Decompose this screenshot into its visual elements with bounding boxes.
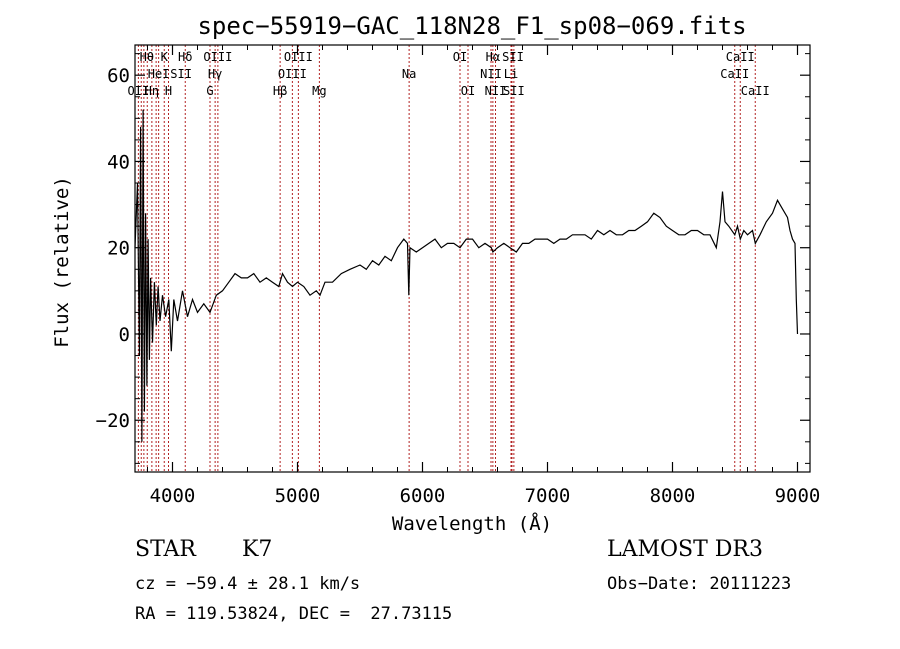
spectral-line-label: Hδ xyxy=(178,50,192,64)
spectral-line-label: CaII xyxy=(726,50,755,64)
spectral-line-label: SII xyxy=(170,67,192,81)
spectral-line-label: OI xyxy=(461,84,475,98)
spectral-line-label: Mg xyxy=(312,84,326,98)
x-axis-ticks: 4000 5000 6000 7000 8000 9000 xyxy=(147,45,821,507)
spectral-line-label: NII xyxy=(480,67,502,81)
x-tick-label: 6000 xyxy=(400,485,446,507)
plot-frame xyxy=(134,44,811,473)
spectral-line-label: G xyxy=(206,84,213,98)
spectral-line-label: OIII xyxy=(284,50,313,64)
x-tick-label: 5000 xyxy=(275,485,321,507)
spectral-line-label: NII xyxy=(485,84,507,98)
x-tick-label: 4000 xyxy=(150,485,196,507)
spectral-line-label: CaII xyxy=(720,67,749,81)
y-tick-label: −20 xyxy=(96,410,130,432)
redshift-readout: cz = −59.4 ± 28.1 km/s xyxy=(135,574,361,594)
x-tick-label: 7000 xyxy=(525,485,571,507)
spectral-line-label: SII xyxy=(502,50,524,64)
spectral-line-label: K xyxy=(161,50,169,64)
spectrum-flux-line xyxy=(134,109,799,442)
spectral-line-label: SII xyxy=(503,84,525,98)
survey-name: LAMOST DR3 xyxy=(607,537,763,562)
coordinates-readout: RA = 119.53824, DEC = 27.73115 xyxy=(135,604,453,624)
y-axis-ticks: −20 0 20 40 60 xyxy=(96,53,810,464)
y-axis-label: Flux (relative) xyxy=(51,176,73,348)
spectral-line-label: HeI xyxy=(148,67,170,81)
spectral-line-label: Na xyxy=(402,67,416,81)
spectral-line-label: Hβ xyxy=(273,84,287,98)
spectral-line-label: OIII xyxy=(203,50,232,64)
spectral-line-label: OI xyxy=(453,50,467,64)
x-tick-label: 9000 xyxy=(775,485,821,507)
spectral-subclass: K7 xyxy=(242,537,273,562)
spectral-line-label: Hγ xyxy=(208,67,222,81)
spectral-line-label: OII xyxy=(128,84,150,98)
x-axis-label: Wavelength (Å) xyxy=(392,512,552,535)
object-class: STAR xyxy=(135,537,196,562)
spectral-line-label: Hθ xyxy=(140,50,154,64)
chart-title: spec−55919−GAC_118N28_F1_sp08−069.fits xyxy=(197,12,746,40)
x-tick-label: 8000 xyxy=(650,485,696,507)
spectral-line-label: H xyxy=(165,84,172,98)
y-tick-label: 0 xyxy=(119,324,130,346)
spectral-line-label: Hα xyxy=(486,50,500,64)
y-tick-label: 40 xyxy=(107,151,130,173)
y-tick-label: 20 xyxy=(107,238,130,260)
spectral-line-label: CaII xyxy=(741,84,770,98)
spectral-line-label: OIII xyxy=(278,67,307,81)
spectral-line-label: Li xyxy=(504,67,518,81)
spectral-line-label: Hη xyxy=(145,84,159,98)
observation-date: Obs−Date: 20111223 xyxy=(607,574,792,594)
y-tick-label: 60 xyxy=(107,65,130,87)
spectral-line-markers xyxy=(137,45,756,472)
